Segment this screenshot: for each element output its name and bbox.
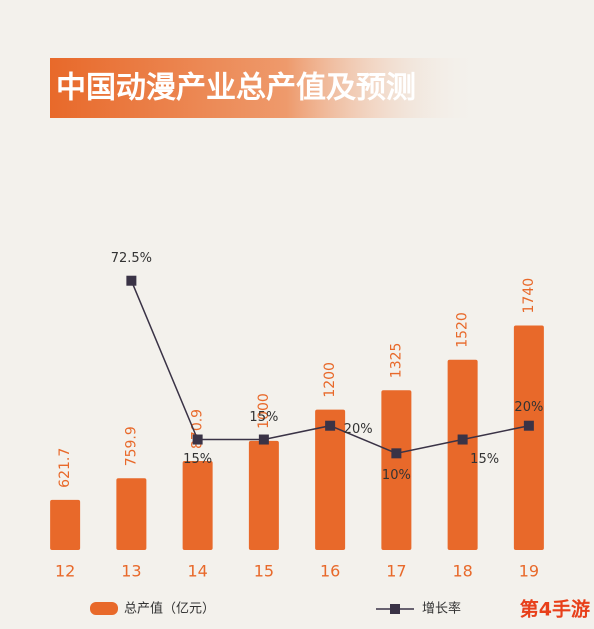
x-tick-label: 18 bbox=[452, 562, 472, 581]
bar-value-label: 1200 bbox=[322, 362, 338, 398]
watermark: 第4手游 bbox=[520, 598, 590, 621]
bar-value-label: 621.7 bbox=[57, 448, 73, 488]
line-value-label: 20% bbox=[514, 400, 543, 415]
bar-value-label: 759.9 bbox=[123, 426, 139, 466]
bar bbox=[50, 499, 81, 550]
line-value-label: 10% bbox=[382, 468, 411, 483]
line-value-label: 15% bbox=[470, 452, 499, 467]
line-value-label: 72.5% bbox=[111, 251, 152, 266]
title-banner bbox=[50, 58, 480, 118]
x-tick-label: 15 bbox=[254, 562, 274, 581]
legend-swatch bbox=[90, 602, 118, 615]
line-marker bbox=[192, 434, 203, 445]
bar bbox=[513, 325, 544, 550]
legend-swatch bbox=[390, 604, 400, 614]
line-marker bbox=[325, 420, 336, 431]
x-tick-label: 16 bbox=[320, 562, 340, 581]
bar-value-label: 1740 bbox=[521, 278, 537, 314]
line-marker bbox=[258, 434, 269, 445]
bar-value-label: 1000 bbox=[256, 393, 272, 429]
line-marker bbox=[457, 434, 468, 445]
x-tick-label: 14 bbox=[187, 562, 207, 581]
line-value-label: 15% bbox=[249, 410, 278, 425]
bar bbox=[248, 440, 279, 550]
x-tick-label: 19 bbox=[519, 562, 539, 581]
line-marker bbox=[126, 275, 137, 286]
line-value-label: 15% bbox=[183, 452, 212, 467]
bar bbox=[182, 460, 213, 550]
x-tick-label: 13 bbox=[121, 562, 141, 581]
legend-label: 总产值（亿元） bbox=[124, 601, 215, 617]
bar bbox=[381, 390, 412, 550]
line-marker bbox=[523, 420, 534, 431]
x-tick-label: 12 bbox=[55, 562, 75, 581]
line-marker bbox=[391, 448, 402, 459]
bar-value-label: 1325 bbox=[388, 343, 404, 379]
x-tick-label: 17 bbox=[386, 562, 406, 581]
bar bbox=[447, 359, 478, 550]
bar bbox=[116, 478, 147, 550]
bar bbox=[315, 409, 346, 550]
bar-value-label: 1520 bbox=[455, 312, 471, 348]
line-value-label: 20% bbox=[344, 422, 373, 437]
legend-label: 增长率 bbox=[422, 601, 461, 617]
chart-title: 中国动漫产业总产值及预测 bbox=[56, 71, 416, 106]
